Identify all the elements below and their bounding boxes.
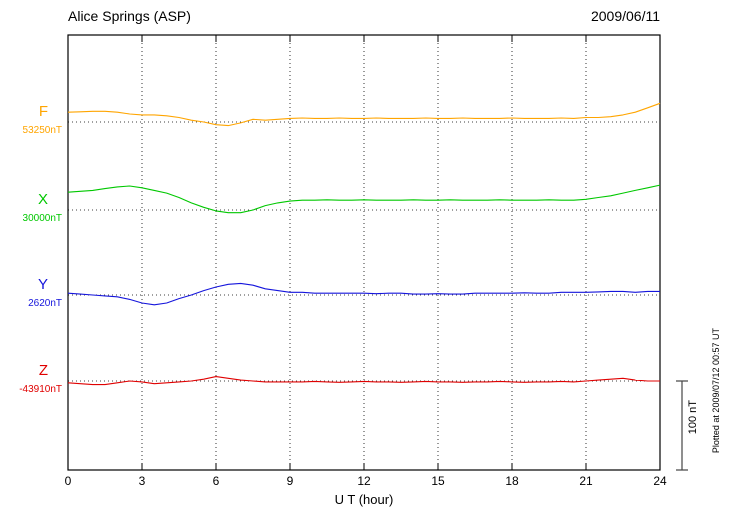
series-baseline-value-Z: -43910nT — [19, 384, 62, 395]
x-tick-label: 18 — [505, 474, 519, 488]
series-baseline-value-F: 53250nT — [22, 125, 62, 136]
trace-Z — [67, 376, 660, 386]
plotted-at-label: Plotted at 2009/07/12 00:57 UT — [711, 328, 721, 454]
date-label: 2009/06/11 — [590, 8, 660, 24]
trace-X — [67, 184, 661, 214]
series-label-Z: Z — [38, 362, 48, 379]
x-tick-label: 15 — [431, 474, 445, 488]
scale-bar-label: 100 nT — [687, 400, 699, 435]
x-tick-label: 21 — [579, 474, 593, 488]
station-title: Alice Springs (ASP) — [68, 8, 191, 24]
x-tick-label: 24 — [653, 474, 667, 488]
series-label-X: X — [37, 191, 48, 208]
series-baseline-value-Y: 2620nT — [28, 298, 62, 309]
x-tick-label: 9 — [286, 474, 294, 488]
plot-border — [67, 34, 661, 471]
x-tick-label: 12 — [357, 474, 371, 488]
x-tick-label: 6 — [212, 474, 220, 488]
series-label-F: F — [38, 103, 48, 120]
series-baseline-value-X: 30000nT — [22, 213, 62, 224]
x-tick-label: 3 — [138, 474, 146, 488]
x-tick-label: 0 — [64, 474, 72, 488]
trace-F — [67, 102, 661, 127]
series-label-Y: Y — [37, 276, 48, 293]
x-axis-label: U T (hour) — [334, 492, 394, 507]
trace-Y — [67, 282, 660, 306]
